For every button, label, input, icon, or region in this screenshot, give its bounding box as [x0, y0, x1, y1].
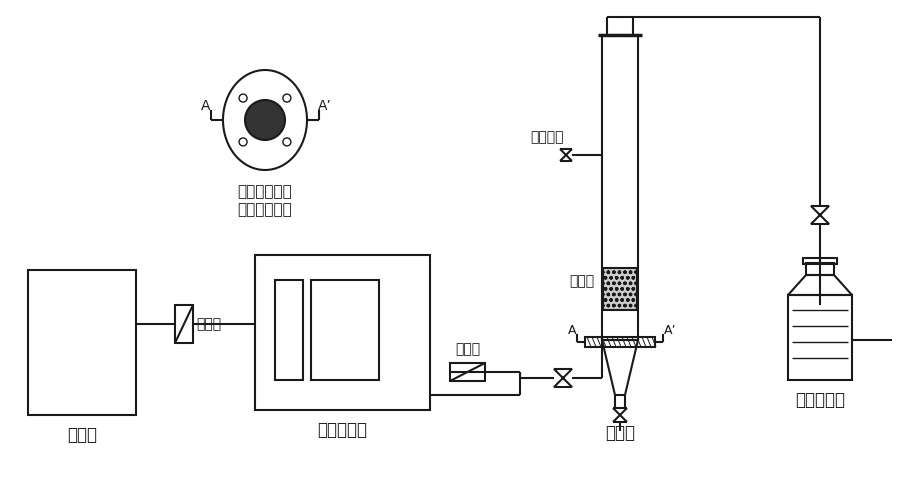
- Text: A: A: [201, 99, 210, 113]
- Text: 反应柱: 反应柱: [604, 424, 634, 442]
- Text: 制氧机: 制氧机: [67, 426, 97, 444]
- Bar: [275, 280, 302, 380]
- Text: A’: A’: [663, 324, 676, 336]
- Text: 臭氧发生器: 臭氧发生器: [317, 421, 367, 439]
- Bar: [787, 295, 851, 380]
- Text: 流量计: 流量计: [455, 342, 479, 356]
- Text: 流量计: 流量计: [196, 317, 220, 331]
- Bar: [584, 337, 654, 347]
- Text: A’: A’: [318, 99, 332, 113]
- Text: 尾气吸收瓶: 尾气吸收瓶: [794, 391, 844, 409]
- Text: 反应柱底部加: 反应柱底部加: [238, 184, 292, 200]
- Bar: [805, 263, 833, 275]
- Bar: [449, 363, 485, 381]
- Bar: [28, 270, 136, 415]
- Text: 取水样口: 取水样口: [530, 130, 563, 144]
- Bar: [601, 35, 638, 340]
- Bar: [255, 255, 429, 410]
- Text: A: A: [568, 324, 576, 336]
- Bar: [602, 268, 636, 310]
- Text: 载可拆卸膜片: 载可拆卸膜片: [238, 202, 292, 218]
- Bar: [311, 280, 379, 380]
- Text: 活性炭: 活性炭: [568, 274, 593, 288]
- Circle shape: [245, 100, 285, 140]
- Bar: [802, 258, 836, 264]
- Bar: [175, 305, 193, 343]
